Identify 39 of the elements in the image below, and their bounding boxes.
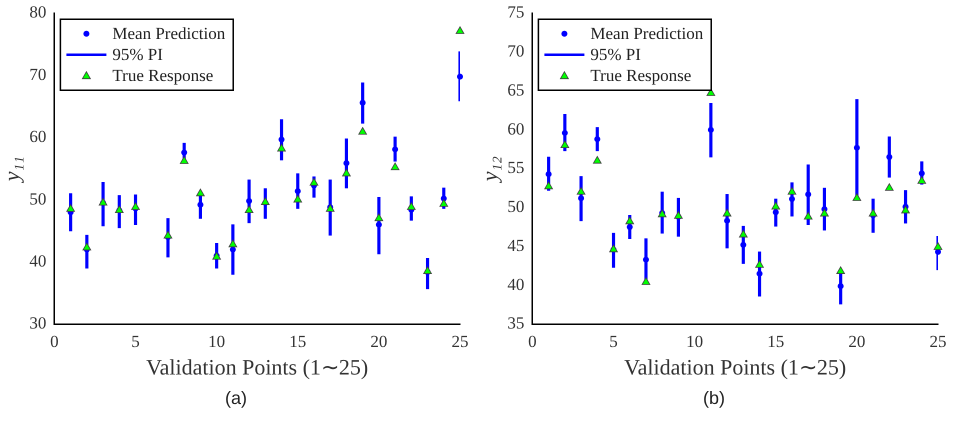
y-axis-title: y₁₁ [0,156,24,184]
x-tick-label: 20 [848,332,866,351]
x-tick-label: 10 [686,332,704,351]
text: (a) [225,388,247,409]
y-tick-label: 80 [29,2,46,22]
text: (b) [703,388,725,409]
legend-label: True Response [590,66,692,86]
x-tick-label: 20 [370,332,388,351]
y-axis-title: y₁₂ [476,156,502,184]
legend-label: True Response [112,66,214,86]
x-tick-label: 25 [452,332,468,351]
y-tick-label: 60 [507,119,524,138]
legend-label: 95% PI [590,45,642,64]
x-tick-label: 25 [930,332,946,351]
y-tick-label: 65 [507,80,524,100]
y-tick-label: 55 [507,158,524,178]
x-tick-label: 5 [131,332,140,351]
y-tick-label: 35 [507,314,524,333]
x-tick-label: 0 [50,332,59,351]
x-axis-title: Validation Points (1∼25) [624,354,846,380]
y-tick-label: 70 [507,42,524,61]
y-tick-label: 50 [507,197,524,216]
y-tick-label: 60 [29,127,46,146]
y-tick-label: 40 [507,274,524,294]
legend-label: 95% PI [112,45,164,64]
y-tick-label: 45 [507,236,524,255]
x-tick-label: 15 [289,332,306,351]
x-tick-label: 5 [609,332,618,351]
legend-label: Mean Prediction [590,24,704,44]
x-axis-title: Validation Points (1∼25) [146,354,368,380]
x-tick-label: 15 [767,332,784,351]
x-tick-label: 0 [528,332,537,351]
y-tick-label: 50 [29,189,46,208]
x-tick-label: 10 [208,332,226,351]
y-tick-label: 70 [29,64,46,84]
legend-label: Mean Prediction [112,24,226,44]
y-tick-label: 75 [507,2,524,22]
y-tick-label: 30 [29,314,46,333]
y-tick-label: 40 [29,251,46,270]
